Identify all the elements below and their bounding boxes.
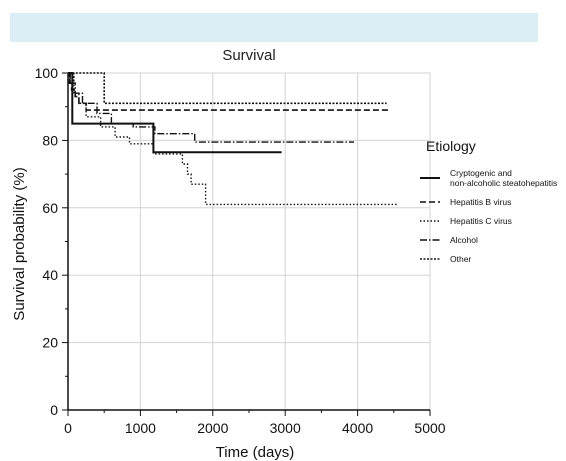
y-tick-label: 60	[42, 200, 58, 216]
legend-label: Other	[450, 254, 472, 264]
legend-label: Cryptogenic and non-alcoholic steatohepa…	[450, 168, 558, 188]
ticks: 0 1000 2000 3000 4000 5000 0 20 40 60 80 100	[35, 65, 446, 436]
legend-item: Other	[420, 254, 566, 264]
legend-swatch	[420, 239, 440, 241]
legend-item: Cryptogenic and non-alcoholic steatohepa…	[420, 168, 566, 188]
legend-item: Alcohol	[420, 235, 566, 245]
x-axis-label: Time (days)	[216, 444, 295, 461]
legend-label: Alcohol	[450, 235, 478, 245]
legend-swatch	[420, 177, 440, 179]
y-tick-label: 80	[42, 132, 58, 148]
header-band	[10, 13, 538, 42]
legend-items: Cryptogenic and non-alcoholic steatohepa…	[420, 168, 566, 264]
series-line-2	[68, 72, 398, 206]
x-tick-label: 0	[64, 420, 72, 436]
series-line-0	[68, 72, 282, 154]
series-line-3	[68, 72, 354, 143]
x-tick-label: 2000	[197, 420, 228, 436]
series-line-4	[68, 72, 387, 105]
legend-label: Hepatitis C virus	[450, 216, 512, 226]
legend-label: Hepatitis B virus	[450, 197, 512, 207]
legend-item: Hepatitis C virus	[420, 216, 566, 226]
x-tick-label: 3000	[270, 420, 301, 436]
chart-title: Survival	[222, 47, 276, 64]
legend-title: Etiology	[426, 138, 476, 154]
series-group	[68, 72, 398, 206]
grid	[67, 72, 431, 411]
x-tick-label: 4000	[342, 420, 373, 436]
legend-swatch	[420, 220, 440, 222]
y-tick-label: 20	[42, 335, 58, 351]
legend: Etiology Cryptogenic and non-alcoholic s…	[420, 138, 566, 273]
y-tick-label: 0	[50, 402, 58, 418]
series-line-1	[68, 72, 391, 111]
x-tick-label: 5000	[414, 420, 445, 436]
y-tick-label: 100	[35, 65, 59, 81]
x-tick-label: 1000	[125, 420, 156, 436]
legend-swatch	[420, 258, 440, 260]
legend-item: Hepatitis B virus	[420, 197, 566, 207]
legend-swatch	[420, 201, 440, 203]
y-axis-label: Survival probability (%)	[11, 167, 28, 320]
y-tick-label: 40	[42, 267, 58, 283]
